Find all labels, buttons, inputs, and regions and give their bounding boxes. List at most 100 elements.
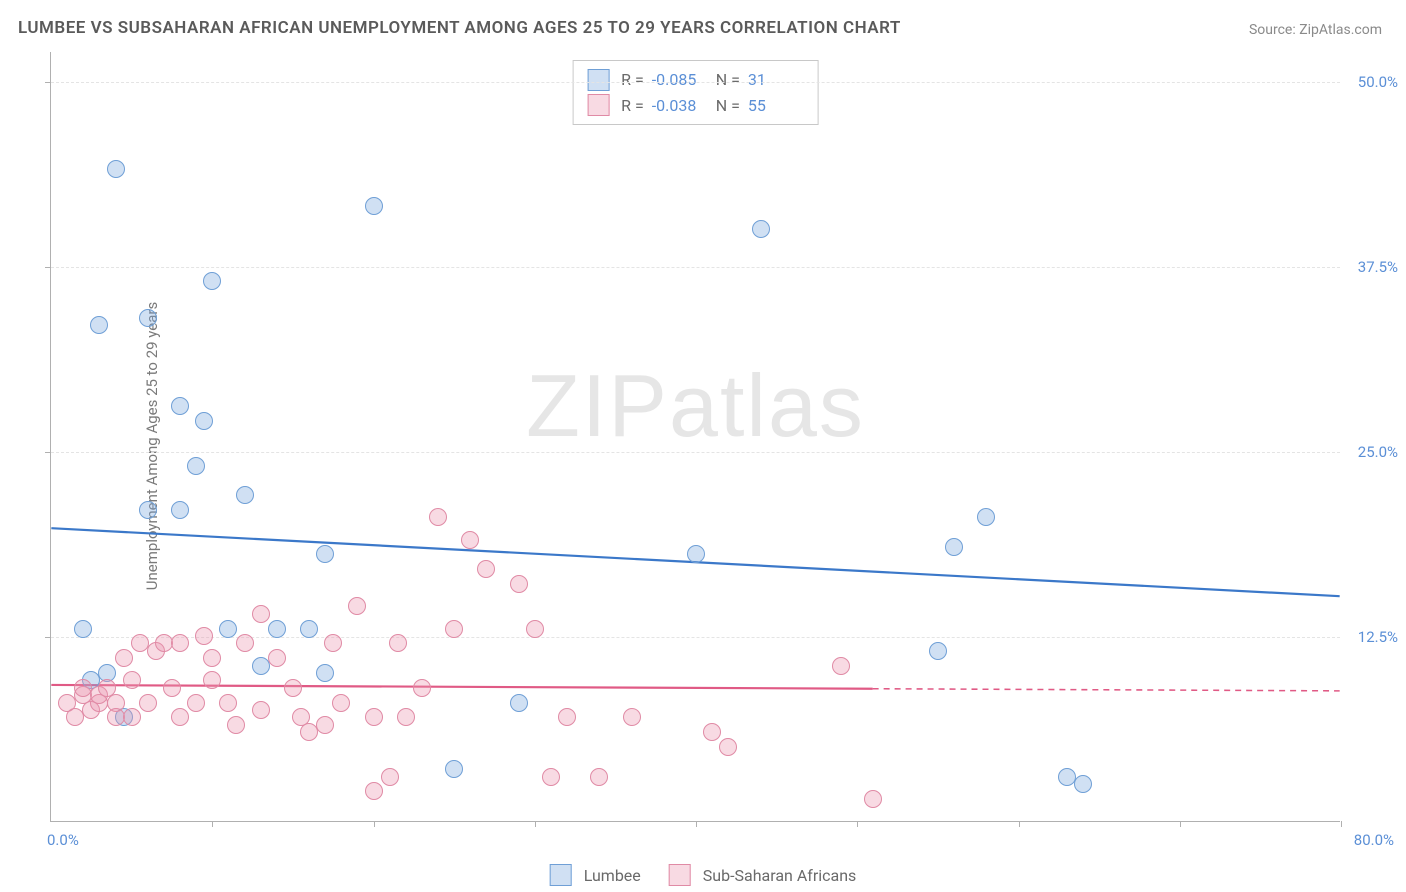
data-point [429, 508, 447, 526]
data-point [268, 649, 286, 667]
data-point [123, 708, 141, 726]
r-label: R = [621, 67, 644, 93]
legend-swatch [587, 69, 609, 91]
data-point [590, 768, 608, 786]
y-tick [45, 637, 51, 638]
n-label: N = [716, 67, 740, 93]
legend-item: Sub-Saharan Africans [669, 864, 857, 886]
data-point [139, 501, 157, 519]
series-legend: Lumbee Sub-Saharan Africans [550, 864, 857, 886]
data-point [864, 790, 882, 808]
data-point [236, 634, 254, 652]
x-tick [374, 821, 375, 827]
y-tick-label: 50.0% [1358, 73, 1398, 91]
data-point [445, 760, 463, 778]
data-point [115, 649, 133, 667]
trend-line-extrapolated [873, 689, 1340, 691]
stats-legend-row: R = -0.085 N = 31 [587, 67, 804, 93]
data-point [74, 620, 92, 638]
x-tick [857, 821, 858, 827]
data-point [90, 316, 108, 334]
y-tick [45, 452, 51, 453]
stats-legend-row: R = -0.038 N = 55 [587, 93, 804, 119]
data-point [365, 782, 383, 800]
n-label: N = [716, 93, 740, 119]
data-point [365, 708, 383, 726]
data-point [381, 768, 399, 786]
data-point [929, 642, 947, 660]
legend-swatch [587, 94, 609, 116]
data-point [324, 634, 342, 652]
gridline [51, 452, 1340, 453]
stats-legend: R = -0.085 N = 31 R = -0.038 N = 55 [572, 60, 819, 125]
chart-title: LUMBEE VS SUBSAHARAN AFRICAN UNEMPLOYMEN… [18, 18, 901, 38]
y-tick [45, 82, 51, 83]
r-label: R = [621, 93, 644, 119]
r-value: -0.085 [652, 67, 708, 93]
x-tick [1341, 821, 1342, 827]
data-point [139, 309, 157, 327]
data-point [703, 723, 721, 741]
data-point [510, 694, 528, 712]
data-point [252, 701, 270, 719]
data-point [203, 649, 221, 667]
data-point [227, 716, 245, 734]
x-tick [1180, 821, 1181, 827]
data-point [752, 220, 770, 238]
source-attribution: Source: ZipAtlas.com [1249, 22, 1382, 38]
legend-label: Sub-Saharan Africans [703, 866, 857, 885]
chart-plot-area: ZIPatlas R =-0.085N =31R =-0.038N =55 0.… [50, 52, 1340, 822]
data-point [107, 160, 125, 178]
data-point [510, 575, 528, 593]
x-tick [535, 821, 536, 827]
x-axis-min-label: 0.0% [47, 831, 79, 849]
trend-lines-layer [51, 52, 1340, 821]
data-point [171, 708, 189, 726]
legend-swatch [550, 864, 572, 886]
y-tick [45, 267, 51, 268]
x-tick [1019, 821, 1020, 827]
data-point [300, 620, 318, 638]
data-point [1074, 775, 1092, 793]
data-point [268, 620, 286, 638]
data-point [332, 694, 350, 712]
data-point [719, 738, 737, 756]
data-point [945, 538, 963, 556]
data-point [171, 397, 189, 415]
data-point [284, 679, 302, 697]
data-point [123, 671, 141, 689]
data-point [252, 605, 270, 623]
data-point [832, 657, 850, 675]
data-point [445, 620, 463, 638]
data-point [365, 197, 383, 215]
data-point [219, 620, 237, 638]
legend-label: Lumbee [584, 866, 641, 885]
data-point [389, 634, 407, 652]
data-point [542, 768, 560, 786]
gridline [51, 82, 1340, 83]
data-point [316, 545, 334, 563]
data-point [977, 508, 995, 526]
data-point [171, 634, 189, 652]
data-point [397, 708, 415, 726]
data-point [623, 708, 641, 726]
data-point [526, 620, 544, 638]
data-point [171, 501, 189, 519]
data-point [195, 627, 213, 645]
n-value: 55 [748, 93, 804, 119]
data-point [558, 708, 576, 726]
data-point [139, 694, 157, 712]
data-point [316, 716, 334, 734]
legend-item: Lumbee [550, 864, 641, 886]
n-value: 31 [748, 67, 804, 93]
r-value: -0.038 [652, 93, 708, 119]
data-point [413, 679, 431, 697]
y-tick-label: 25.0% [1358, 443, 1398, 461]
data-point [477, 560, 495, 578]
data-point [219, 694, 237, 712]
data-point [348, 597, 366, 615]
data-point [461, 531, 479, 549]
data-point [687, 545, 705, 563]
watermark: ZIPatlas [526, 355, 865, 457]
y-tick-label: 12.5% [1358, 628, 1398, 646]
